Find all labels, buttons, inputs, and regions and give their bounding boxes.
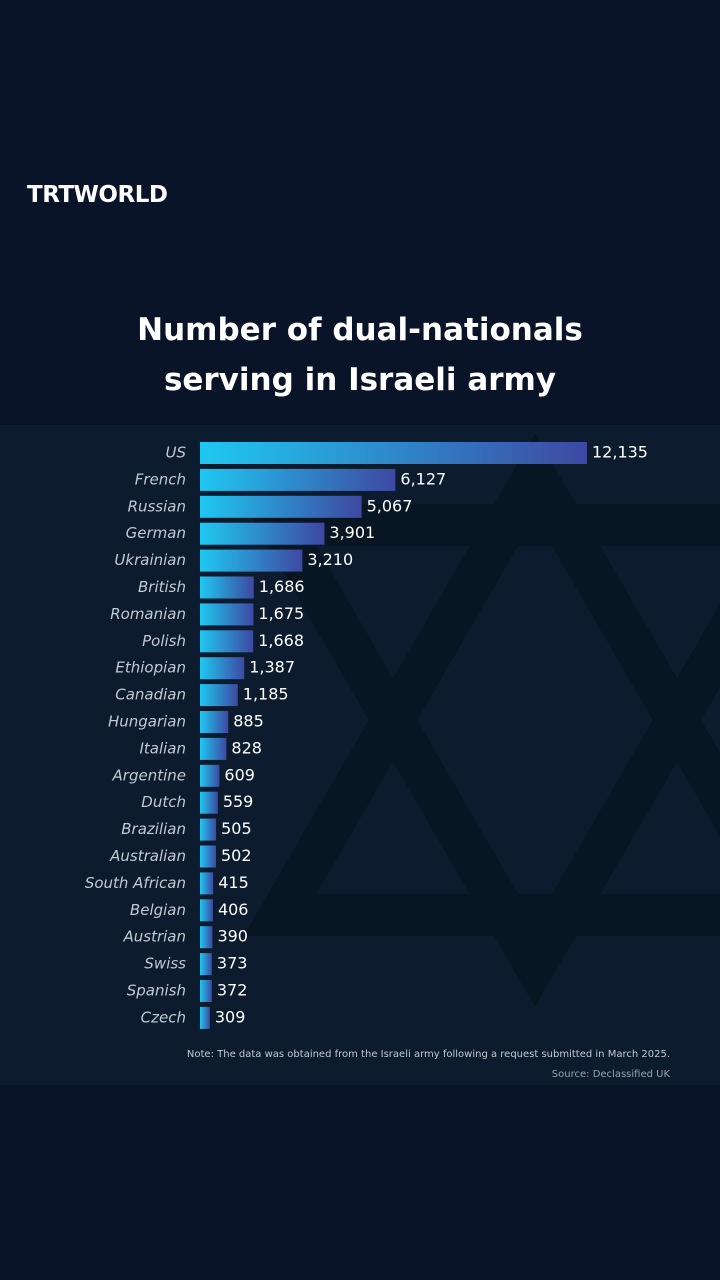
value-label: 390 (217, 927, 248, 946)
category-label: Swiss (144, 955, 186, 973)
value-label: 609 (224, 765, 255, 784)
bar (200, 711, 229, 733)
category-label: Brazilian (121, 820, 186, 838)
category-label: Ukrainian (114, 551, 186, 569)
value-label: 6,127 (400, 469, 446, 488)
value-label: 1,686 (259, 577, 305, 596)
category-label: Czech (141, 1008, 186, 1026)
category-label: Hungarian (108, 713, 186, 731)
category-label: Austrian (123, 928, 187, 946)
value-label: 3,901 (329, 523, 375, 542)
value-label: 5,067 (367, 496, 413, 515)
bar (200, 657, 245, 680)
value-label: 373 (217, 954, 248, 973)
bar (200, 899, 213, 922)
bar (200, 603, 254, 626)
category-label: Russian (128, 497, 186, 515)
bar (200, 791, 218, 814)
bar (200, 442, 587, 464)
bar (200, 818, 217, 841)
bar (200, 468, 396, 491)
bar (200, 1006, 210, 1029)
logo: TRTWORLD (27, 182, 168, 208)
bar (200, 764, 220, 787)
bar (200, 495, 362, 518)
bar (200, 980, 212, 1002)
bar (200, 522, 325, 545)
value-label: 12,135 (592, 443, 648, 462)
value-label: 505 (221, 819, 252, 838)
bar (200, 737, 227, 760)
bar (200, 872, 214, 895)
category-label: Australian (109, 847, 186, 865)
category-label: US (165, 444, 186, 462)
category-label: British (138, 578, 186, 596)
bar (200, 953, 212, 976)
value-label: 309 (215, 1007, 246, 1026)
category-label: Spanish (127, 982, 186, 1000)
note: Note: The data was obtained from the Isr… (187, 1049, 670, 1060)
value-label: 3,210 (307, 550, 353, 569)
value-label: 828 (231, 738, 262, 757)
category-label: Italian (139, 739, 186, 757)
bar (200, 684, 238, 707)
bar (200, 845, 217, 868)
category-label: Canadian (115, 686, 186, 704)
value-label: 1,387 (249, 658, 295, 677)
category-label: Argentine (112, 766, 186, 784)
chart-title: Number of dual-nationals serving in Isra… (137, 312, 583, 398)
category-label: Romanian (110, 605, 186, 623)
value-label: 406 (218, 900, 249, 919)
star-decoration (243, 433, 720, 1007)
category-label: Dutch (141, 793, 186, 811)
source: Source: Declassified UK (552, 1069, 671, 1080)
bar (200, 926, 213, 949)
category-label: German (126, 524, 186, 542)
value-label: 502 (221, 846, 252, 865)
category-label: Polish (142, 632, 186, 650)
category-label: South African (85, 874, 186, 892)
value-label: 415 (218, 873, 249, 892)
bar (200, 576, 254, 599)
bar (200, 549, 303, 572)
value-label: 1,185 (243, 685, 289, 704)
value-label: 1,668 (258, 631, 304, 650)
category-label: Belgian (130, 901, 186, 919)
category-label: Ethiopian (115, 659, 186, 677)
value-label: 1,675 (258, 604, 304, 623)
value-label: 885 (233, 712, 264, 731)
value-label: 559 (223, 792, 254, 811)
category-label: French (135, 470, 186, 488)
value-label: 372 (217, 981, 248, 1000)
bar (200, 630, 254, 653)
